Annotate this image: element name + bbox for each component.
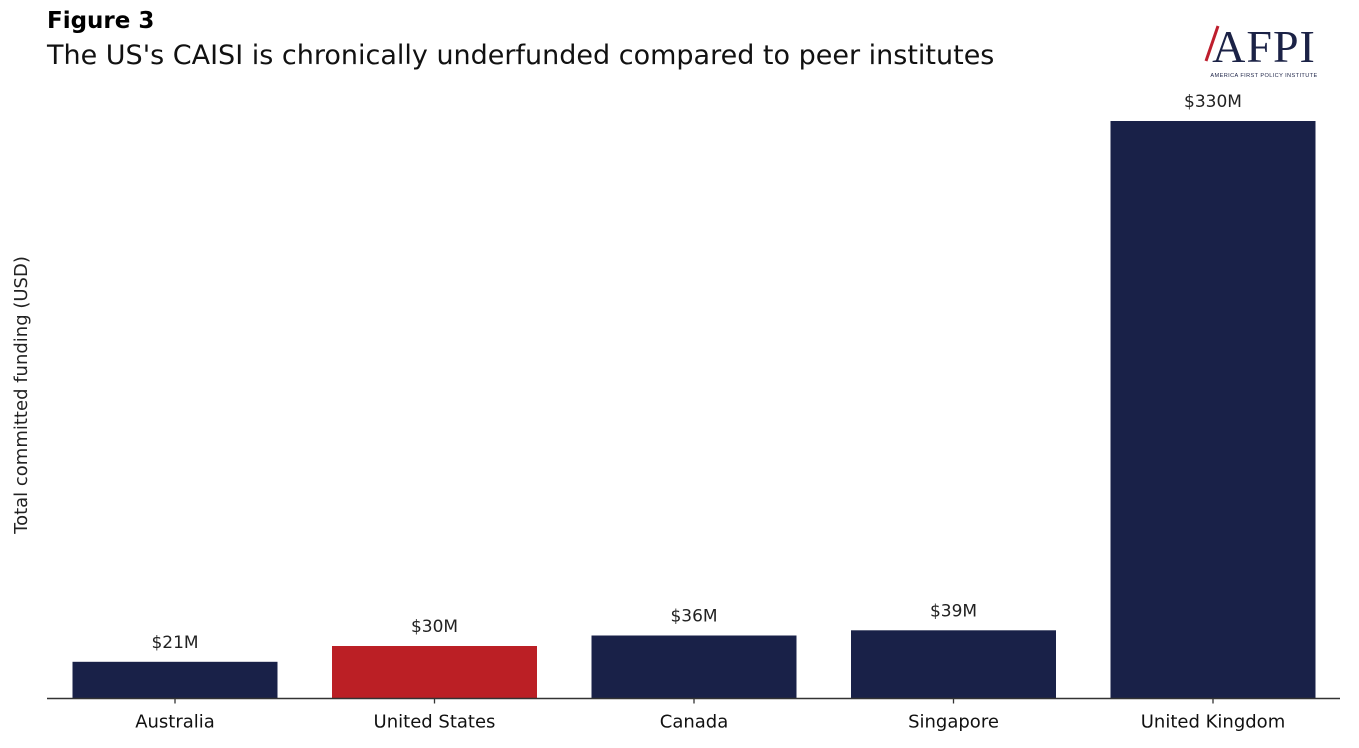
x-tick-label: Canada (660, 712, 729, 733)
x-tick-label: Australia (135, 712, 215, 733)
data-label: $30M (411, 617, 458, 637)
data-label: $36M (670, 607, 717, 627)
bar-australia (72, 661, 278, 699)
chart-title: The US's CAISI is chronically underfunde… (47, 40, 995, 71)
bar-united-kingdom (1110, 121, 1316, 699)
afpi-logo-subtext: AMERICA FIRST POLICY INSTITUTE (1210, 73, 1317, 79)
data-label: $39M (930, 601, 977, 621)
afpi-logo-accent (1204, 25, 1220, 62)
bar-singapore (851, 630, 1056, 699)
bar-canada (591, 635, 797, 699)
x-tick-label: United Kingdom (1141, 712, 1285, 733)
x-tick-label: United States (374, 712, 496, 733)
afpi-logo: AFPI AMERICA FIRST POLICY INSTITUTE (1204, 21, 1317, 79)
x-tick-label: Singapore (908, 712, 999, 733)
data-label: $330M (1184, 92, 1242, 112)
bar-united-states (332, 646, 537, 699)
figure-label: Figure 3 (47, 8, 155, 34)
data-label: $21M (151, 633, 198, 653)
afpi-logo-mark: AFPI (1212, 21, 1316, 72)
